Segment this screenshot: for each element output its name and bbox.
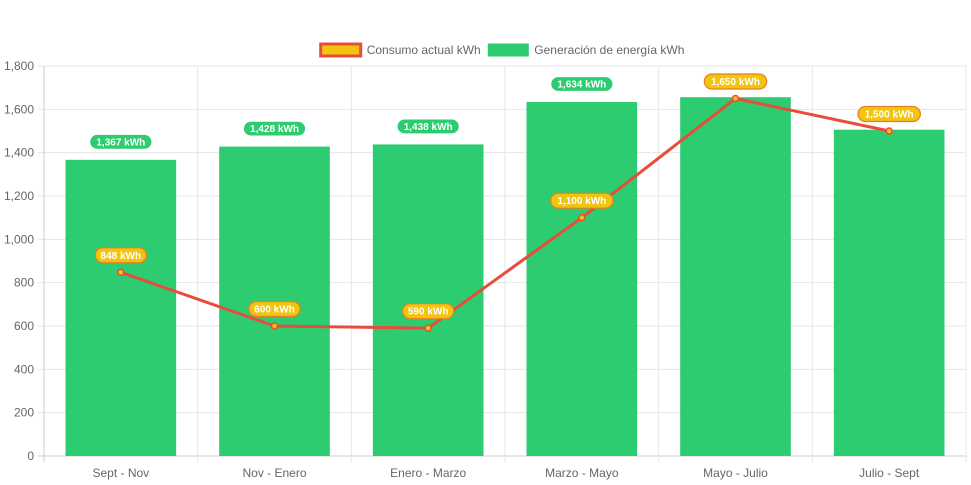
bar[interactable] [526,101,638,456]
line-point[interactable] [731,94,740,103]
x-axis: Sept - Nov Nov - Enero Enero - Marzo Marzo … [92,466,919,480]
y-tick-label: 1,200 [4,189,34,203]
x-tick-label: Julio - Sept [859,466,920,480]
y-tick-label: 800 [14,276,34,290]
bar[interactable] [833,129,945,456]
data-label-bg [550,75,614,93]
data-label-bg [396,118,460,135]
x-tick-label: Sept - Nov [92,466,149,480]
x-tick-label: Enero - Marzo [390,466,466,480]
data-label-bg [857,105,921,123]
data-label: 1,650 kWh [711,77,760,88]
legend[interactable]: Consumo actual kWh Generación de energía … [319,42,685,58]
series-line [120,97,890,330]
x-tick-label: Marzo - Mayo [545,466,619,480]
data-label: 1,367 kWh [96,137,145,148]
data-label: 1,438 kWh [404,122,453,133]
bar-series [65,97,945,457]
legend-label[interactable]: Generación de energía kWh [534,43,684,57]
y-axis: 0 200 400 600 800 1,000 1,200 1,400 1,600 1,800 [4,59,34,463]
data-label: 1,428 kWh [250,124,299,135]
y-tick-label: 0 [27,449,34,463]
line-point[interactable] [885,127,893,135]
line-series [117,94,893,332]
data-labels: 1,367 kWh 1,428 kWh 1,438 kWh 1,634 kWh 848 … [89,73,921,320]
x-tick-label: Mayo - Julio [703,466,768,480]
y-tick-label: 600 [14,319,34,333]
legend-swatch[interactable] [319,42,363,58]
line-point[interactable] [270,322,279,330]
bar[interactable] [680,97,791,456]
data-label-bg [401,303,455,320]
bar[interactable] [65,159,177,457]
x-tick-label: Nov - Enero [242,466,306,480]
data-label: 1,500 kWh [865,110,914,121]
line-point[interactable] [578,213,586,222]
line-point[interactable] [424,324,432,332]
data-label: 1,100 kWh [557,196,606,207]
y-tick-label: 1,800 [4,59,34,73]
data-label: 1,634 kWh [557,79,606,90]
data-label-bg [703,73,768,90]
data-label: 600 kWh [254,305,295,316]
data-label: 590 kWh [408,307,449,318]
y-tick-label: 1,400 [4,146,34,160]
data-label-bg [89,133,153,150]
data-label: 848 kWh [101,251,142,262]
data-label-bg [94,247,148,264]
data-label-bg [242,120,307,137]
y-tick-label: 200 [14,406,34,420]
y-tick-label: 1,000 [4,232,34,246]
y-tick-label: 1,600 [4,102,34,116]
gridlines [38,65,967,462]
legend-label[interactable]: Consumo actual kWh [367,43,481,57]
data-label-bg [550,192,614,209]
data-label-bg [248,300,301,318]
line-point[interactable] [117,268,125,277]
legend-swatch[interactable] [487,43,529,57]
y-tick-label: 400 [14,362,34,376]
